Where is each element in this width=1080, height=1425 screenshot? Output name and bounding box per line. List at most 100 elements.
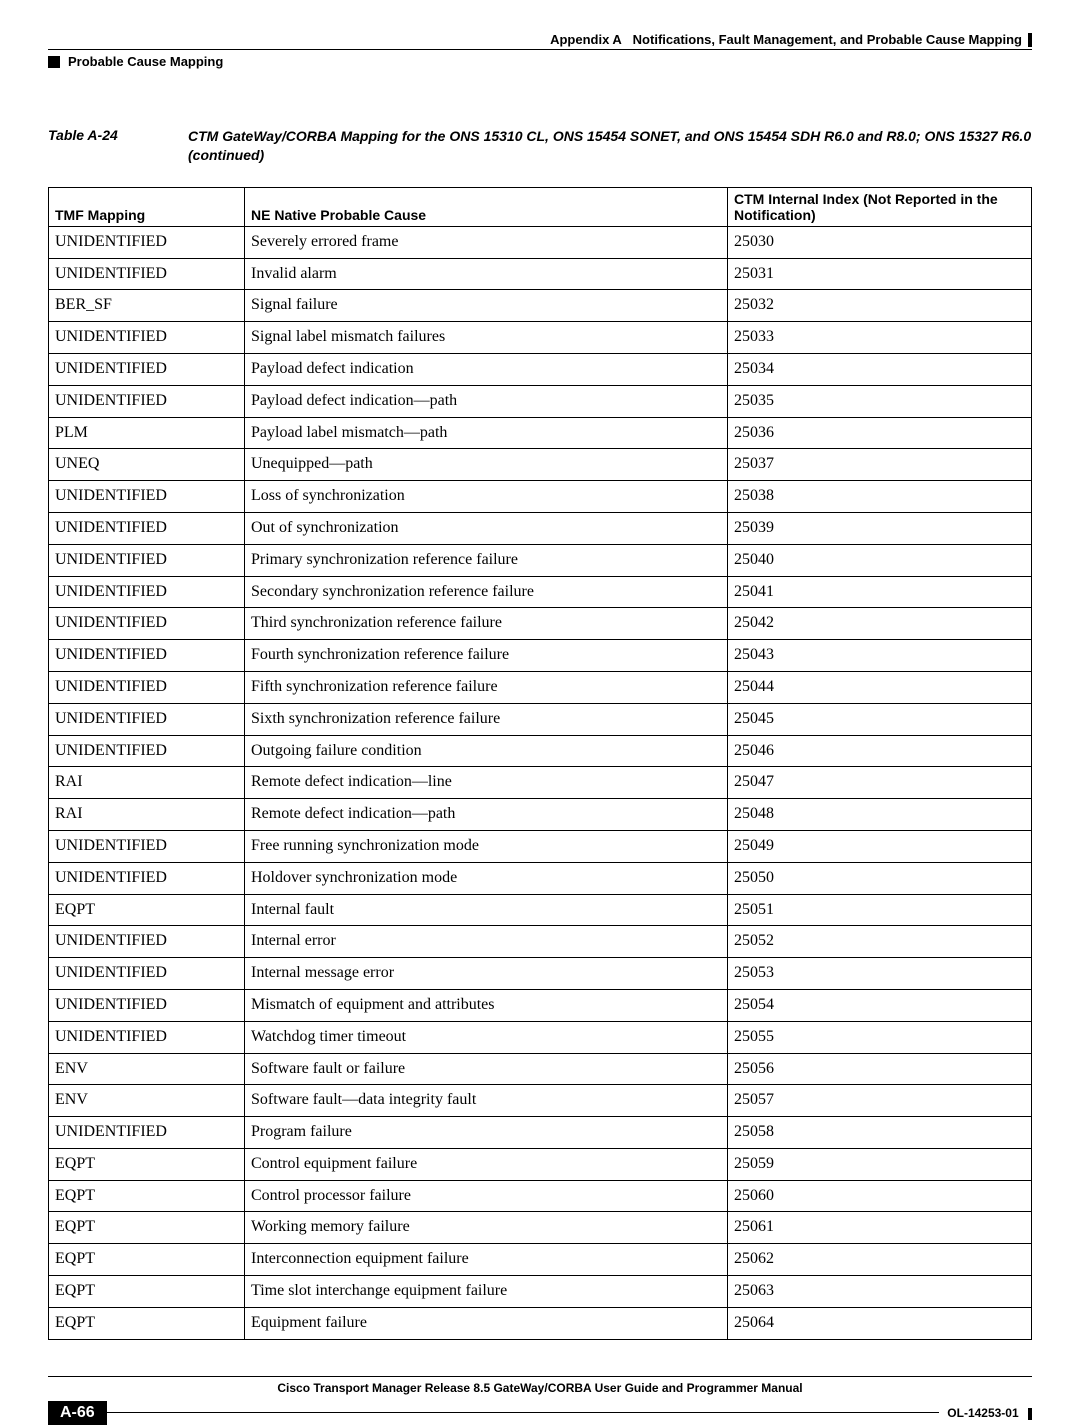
page: Appendix A Notifications, Fault Manageme… bbox=[0, 0, 1080, 1425]
cell-index: 25052 bbox=[728, 926, 1032, 958]
table-row: EQPTWorking memory failure25061 bbox=[49, 1212, 1032, 1244]
doc-code: OL-14253-01 bbox=[947, 1406, 1032, 1420]
cell-index: 25041 bbox=[728, 576, 1032, 608]
table-row: UNIDENTIFIEDFifth synchronization refere… bbox=[49, 671, 1032, 703]
table-row: PLMPayload label mismatch—path25036 bbox=[49, 417, 1032, 449]
cell-tmf: RAI bbox=[49, 767, 245, 799]
table-caption: Table A-24 CTM GateWay/CORBA Mapping for… bbox=[48, 127, 1032, 165]
cell-tmf: UNIDENTIFIED bbox=[49, 226, 245, 258]
cell-index: 25039 bbox=[728, 512, 1032, 544]
cell-index: 25034 bbox=[728, 353, 1032, 385]
footer-bar: A-66 OL-14253-01 bbox=[48, 1401, 1032, 1425]
footer-rule bbox=[48, 1376, 1032, 1377]
cell-tmf: UNIDENTIFIED bbox=[49, 258, 245, 290]
table-row: UNIDENTIFIEDOutgoing failure condition25… bbox=[49, 735, 1032, 767]
cell-index: 25062 bbox=[728, 1244, 1032, 1276]
cell-cause: Interconnection equipment failure bbox=[245, 1244, 728, 1276]
cell-cause: Control processor failure bbox=[245, 1180, 728, 1212]
cell-tmf: UNIDENTIFIED bbox=[49, 608, 245, 640]
cell-index: 25057 bbox=[728, 1085, 1032, 1117]
cell-index: 25060 bbox=[728, 1180, 1032, 1212]
page-footer: Cisco Transport Manager Release 8.5 Gate… bbox=[48, 1376, 1032, 1425]
cell-tmf: EQPT bbox=[49, 1148, 245, 1180]
cell-index: 25042 bbox=[728, 608, 1032, 640]
cell-tmf: PLM bbox=[49, 417, 245, 449]
cell-cause: Sixth synchronization reference failure bbox=[245, 703, 728, 735]
table-row: EQPTControl processor failure25060 bbox=[49, 1180, 1032, 1212]
table-row: UNIDENTIFIEDSignal label mismatch failur… bbox=[49, 322, 1032, 354]
table-row: UNIDENTIFIEDPrimary synchronization refe… bbox=[49, 544, 1032, 576]
cell-tmf: UNIDENTIFIED bbox=[49, 671, 245, 703]
doc-code-tick-icon bbox=[1028, 1408, 1032, 1420]
cell-tmf: EQPT bbox=[49, 1180, 245, 1212]
table-row: RAIRemote defect indication—path25048 bbox=[49, 799, 1032, 831]
cell-index: 25049 bbox=[728, 830, 1032, 862]
table-row: UNIDENTIFIEDWatchdog timer timeout25055 bbox=[49, 1021, 1032, 1053]
cell-cause: Out of synchronization bbox=[245, 512, 728, 544]
cell-index: 25035 bbox=[728, 385, 1032, 417]
footer-line bbox=[107, 1412, 940, 1413]
cell-index: 25038 bbox=[728, 481, 1032, 513]
cell-cause: Remote defect indication—line bbox=[245, 767, 728, 799]
table-row: UNIDENTIFIEDSixth synchronization refere… bbox=[49, 703, 1032, 735]
table-row: UNIDENTIFIEDSecondary synchronization re… bbox=[49, 576, 1032, 608]
running-header-right: Appendix A Notifications, Fault Manageme… bbox=[550, 32, 1032, 47]
cell-tmf: UNIDENTIFIED bbox=[49, 926, 245, 958]
cell-index: 25053 bbox=[728, 958, 1032, 990]
page-number-badge: A-66 bbox=[48, 1401, 107, 1425]
cell-tmf: ENV bbox=[49, 1085, 245, 1117]
table-row: ENVSoftware fault—data integrity fault25… bbox=[49, 1085, 1032, 1117]
table-title: CTM GateWay/CORBA Mapping for the ONS 15… bbox=[188, 127, 1032, 165]
cell-index: 25048 bbox=[728, 799, 1032, 831]
table-row: UNIDENTIFIEDSeverely errored frame25030 bbox=[49, 226, 1032, 258]
appendix-label: Appendix A bbox=[550, 32, 622, 47]
cell-cause: Signal label mismatch failures bbox=[245, 322, 728, 354]
cell-index: 25030 bbox=[728, 226, 1032, 258]
col-header-cause: NE Native Probable Cause bbox=[245, 187, 728, 226]
cell-cause: Watchdog timer timeout bbox=[245, 1021, 728, 1053]
table-row: EQPTInternal fault25051 bbox=[49, 894, 1032, 926]
appendix-title: Notifications, Fault Management, and Pro… bbox=[633, 32, 1022, 47]
table-row: UNIDENTIFIEDMismatch of equipment and at… bbox=[49, 989, 1032, 1021]
cell-tmf: UNIDENTIFIED bbox=[49, 862, 245, 894]
cell-cause: Holdover synchronization mode bbox=[245, 862, 728, 894]
table-row: UNIDENTIFIEDInternal error25052 bbox=[49, 926, 1032, 958]
table-row: UNIDENTIFIEDOut of synchronization25039 bbox=[49, 512, 1032, 544]
cell-cause: Control equipment failure bbox=[245, 1148, 728, 1180]
table-row: UNEQUnequipped—path25037 bbox=[49, 449, 1032, 481]
cell-cause: Severely errored frame bbox=[245, 226, 728, 258]
table-row: EQPTTime slot interchange equipment fail… bbox=[49, 1276, 1032, 1308]
cell-tmf: UNIDENTIFIED bbox=[49, 735, 245, 767]
cell-tmf: UNIDENTIFIED bbox=[49, 1021, 245, 1053]
cell-cause: Software fault or failure bbox=[245, 1053, 728, 1085]
manual-title: Cisco Transport Manager Release 8.5 Gate… bbox=[48, 1381, 1032, 1395]
cell-tmf: UNIDENTIFIED bbox=[49, 512, 245, 544]
cell-tmf: EQPT bbox=[49, 1212, 245, 1244]
cell-tmf: EQPT bbox=[49, 1307, 245, 1339]
cell-tmf: UNIDENTIFIED bbox=[49, 1117, 245, 1149]
cell-tmf: UNEQ bbox=[49, 449, 245, 481]
table-row: UNIDENTIFIEDHoldover synchronization mod… bbox=[49, 862, 1032, 894]
cell-tmf: UNIDENTIFIED bbox=[49, 544, 245, 576]
cell-cause: Equipment failure bbox=[245, 1307, 728, 1339]
cell-cause: Time slot interchange equipment failure bbox=[245, 1276, 728, 1308]
cell-index: 25054 bbox=[728, 989, 1032, 1021]
cell-cause: Internal error bbox=[245, 926, 728, 958]
table-number: Table A-24 bbox=[48, 127, 188, 165]
cell-cause: Program failure bbox=[245, 1117, 728, 1149]
table-row: EQPTControl equipment failure25059 bbox=[49, 1148, 1032, 1180]
cell-cause: Free running synchronization mode bbox=[245, 830, 728, 862]
cell-cause: Signal failure bbox=[245, 290, 728, 322]
header-rule bbox=[48, 49, 1032, 50]
cell-index: 25061 bbox=[728, 1212, 1032, 1244]
cell-index: 25064 bbox=[728, 1307, 1032, 1339]
table-row: EQPTInterconnection equipment failure250… bbox=[49, 1244, 1032, 1276]
cell-cause: Third synchronization reference failure bbox=[245, 608, 728, 640]
cell-cause: Secondary synchronization reference fail… bbox=[245, 576, 728, 608]
cell-tmf: EQPT bbox=[49, 1276, 245, 1308]
cell-index: 25032 bbox=[728, 290, 1032, 322]
cell-index: 25051 bbox=[728, 894, 1032, 926]
col-header-tmf: TMF Mapping bbox=[49, 187, 245, 226]
cell-index: 25044 bbox=[728, 671, 1032, 703]
cell-index: 25059 bbox=[728, 1148, 1032, 1180]
